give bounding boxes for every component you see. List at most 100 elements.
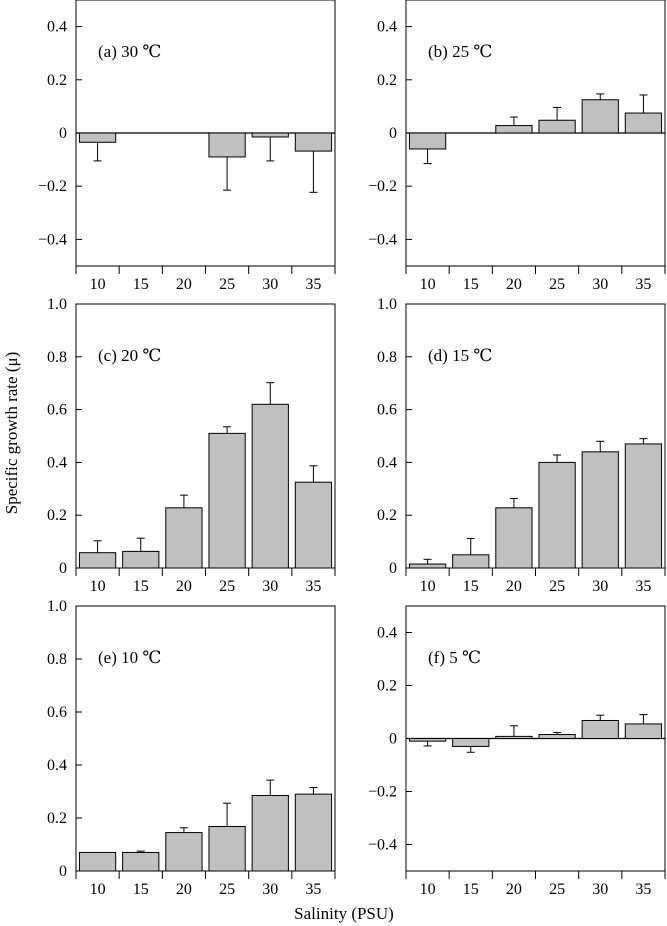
bar xyxy=(251,132,289,138)
x-axis-title: Salinity (PSU) xyxy=(294,904,394,923)
x-tick-label: 20 xyxy=(176,276,192,293)
x-tick-label: 10 xyxy=(420,881,436,898)
y-tick-label: −0.2 xyxy=(368,178,397,195)
x-tick-label: 15 xyxy=(463,881,479,898)
bar xyxy=(122,550,160,569)
bar xyxy=(294,132,333,152)
panel-label: (e) 10 ℃ xyxy=(98,648,161,667)
panel-f: 0.4 0.2 0 −0.2 −0.4 10 15 20 25 30 35 (f) 5 ℃ xyxy=(368,605,666,898)
y-tick-label: 0.2 xyxy=(47,810,67,827)
x-tick-label: 20 xyxy=(176,881,192,898)
y-tick-label: 0 xyxy=(389,560,397,577)
x-tick-label: 20 xyxy=(506,578,522,595)
y-tick-label: 0 xyxy=(59,560,67,577)
y-tick-label: 0.8 xyxy=(377,349,397,366)
x-tick-label: 10 xyxy=(90,881,106,898)
x-tick-label: 30 xyxy=(592,578,608,595)
panel-d: 1.0 0.8 0.6 0.4 0.2 0 10 15 20 25 30 35 (d) 15 ℃ xyxy=(377,296,666,595)
y-tick-label: −0.4 xyxy=(368,231,397,248)
x-tick-label: 15 xyxy=(463,578,479,595)
y-tick-label: 0.4 xyxy=(377,625,397,642)
bar xyxy=(452,738,490,747)
bar xyxy=(78,851,117,872)
y-tick-label: 0.2 xyxy=(47,72,67,89)
bar xyxy=(495,507,533,569)
y-tick-label: −0.2 xyxy=(38,178,67,195)
bar xyxy=(294,793,333,872)
panel-b: 0.4 0.2 0 −0.2 −0.4 10 15 20 25 30 35 (b) 25 ℃ xyxy=(368,0,666,293)
y-tick-label: −0.2 xyxy=(368,784,397,801)
bar xyxy=(408,738,447,742)
x-tick-label: 15 xyxy=(133,881,149,898)
x-tick-label: 35 xyxy=(305,881,321,898)
x-tick-label: 10 xyxy=(420,276,436,293)
panel-c: 1.0 0.8 0.6 0.4 0.2 0 10 15 20 25 30 35 (c) 20 ℃ xyxy=(47,296,336,595)
bar xyxy=(581,99,619,134)
bar xyxy=(452,554,490,569)
x-tick-label: 30 xyxy=(592,881,608,898)
y-tick-label: 0.2 xyxy=(377,72,397,89)
y-tick-label: 0.4 xyxy=(47,19,67,36)
x-tick-label: 30 xyxy=(262,881,278,898)
bar xyxy=(251,794,289,872)
bar xyxy=(495,125,533,134)
x-tick-label: 25 xyxy=(549,578,565,595)
panel-a: 0.4 0.2 0 −0.2 −0.4 10 15 20 25 30 35 (a) 30 ℃ xyxy=(38,0,336,293)
y-tick-label: 0.4 xyxy=(47,757,67,774)
bar xyxy=(624,723,663,739)
y-tick-label: 0.4 xyxy=(47,454,67,471)
x-tick-label: 20 xyxy=(506,881,522,898)
bar xyxy=(538,734,576,740)
x-tick-label: 25 xyxy=(549,276,565,293)
x-tick-label: 35 xyxy=(305,276,321,293)
bar xyxy=(251,403,289,569)
bar xyxy=(122,851,160,872)
y-tick-label: 0 xyxy=(389,731,397,748)
panel-label: (f) 5 ℃ xyxy=(428,648,481,667)
y-tick-label: 0.6 xyxy=(47,704,67,721)
y-axis-title: Specific growth rate (μ) xyxy=(2,352,21,515)
x-tick-label: 15 xyxy=(133,578,149,595)
y-tick-label: 0.2 xyxy=(377,678,397,695)
bar xyxy=(165,507,203,569)
bar xyxy=(538,461,576,569)
x-tick-label: 15 xyxy=(463,276,479,293)
x-tick-label: 35 xyxy=(305,578,321,595)
x-tick-label: 25 xyxy=(549,881,565,898)
panel-e: 1.0 0.8 0.6 0.4 0.2 0 10 15 20 25 30 35 (e) 10 ℃ xyxy=(47,598,336,898)
y-tick-label: 0 xyxy=(59,125,67,142)
y-tick-label: 0.2 xyxy=(47,507,67,524)
y-tick-label: −0.4 xyxy=(368,837,397,854)
x-tick-label: 35 xyxy=(635,578,651,595)
x-tick-label: 35 xyxy=(635,276,651,293)
x-tick-label: 20 xyxy=(506,276,522,293)
panel-label: (c) 20 ℃ xyxy=(98,346,161,365)
y-tick-label: 1.0 xyxy=(47,598,67,615)
y-tick-label: 1.0 xyxy=(47,296,67,313)
y-tick-label: 0.4 xyxy=(377,19,397,36)
bar xyxy=(495,735,533,740)
bar xyxy=(581,719,619,739)
y-tick-label: 0.4 xyxy=(377,454,397,471)
bar xyxy=(208,825,246,872)
y-tick-label: 0 xyxy=(389,125,397,142)
x-tick-label: 20 xyxy=(176,578,192,595)
y-tick-label: 0.6 xyxy=(47,402,67,419)
y-tick-label: 0 xyxy=(59,863,67,880)
panel-label: (b) 25 ℃ xyxy=(428,42,492,61)
x-tick-label: 30 xyxy=(592,276,608,293)
bar xyxy=(538,119,576,134)
x-tick-label: 25 xyxy=(219,276,235,293)
x-tick-label: 30 xyxy=(262,578,278,595)
x-tick-label: 10 xyxy=(90,578,106,595)
panel-label: (a) 30 ℃ xyxy=(98,42,161,61)
y-tick-label: −0.4 xyxy=(38,231,67,248)
y-tick-label: 0.8 xyxy=(47,651,67,668)
bar xyxy=(624,112,663,134)
y-tick-label: 1.0 xyxy=(377,296,397,313)
bar xyxy=(408,132,447,150)
x-tick-label: 10 xyxy=(90,276,106,293)
bar xyxy=(624,443,663,569)
x-tick-label: 25 xyxy=(219,578,235,595)
